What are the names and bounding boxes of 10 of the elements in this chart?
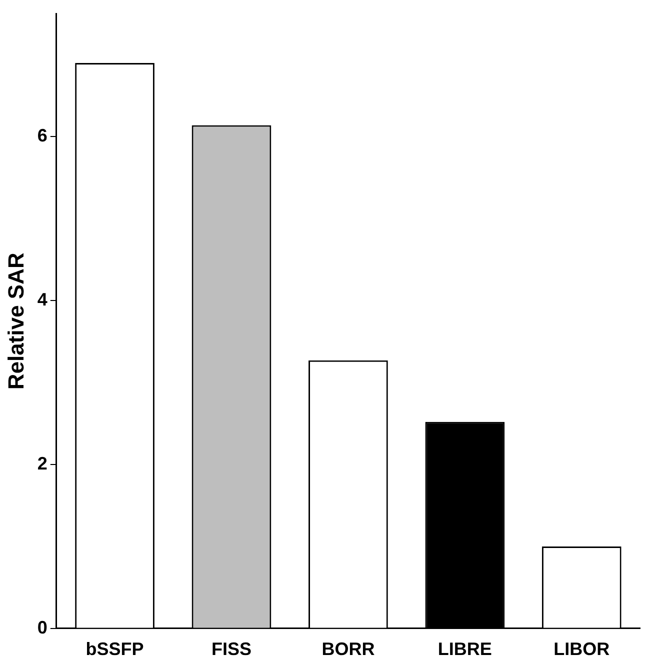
y-tick-label: 4 [37, 290, 48, 310]
x-tick-label: LIBRE [438, 639, 492, 660]
x-tick-label: FISS [211, 639, 252, 660]
y-axis-title: Relative SAR [3, 252, 28, 390]
x-tick-label: LIBOR [554, 639, 610, 660]
y-tick-label: 0 [37, 617, 48, 638]
y-tick-label: 2 [37, 453, 48, 474]
x-tick-label: bSSFP [86, 639, 144, 660]
x-tick-label: BORR [322, 639, 375, 660]
y-tick-label: 6 [37, 126, 48, 146]
